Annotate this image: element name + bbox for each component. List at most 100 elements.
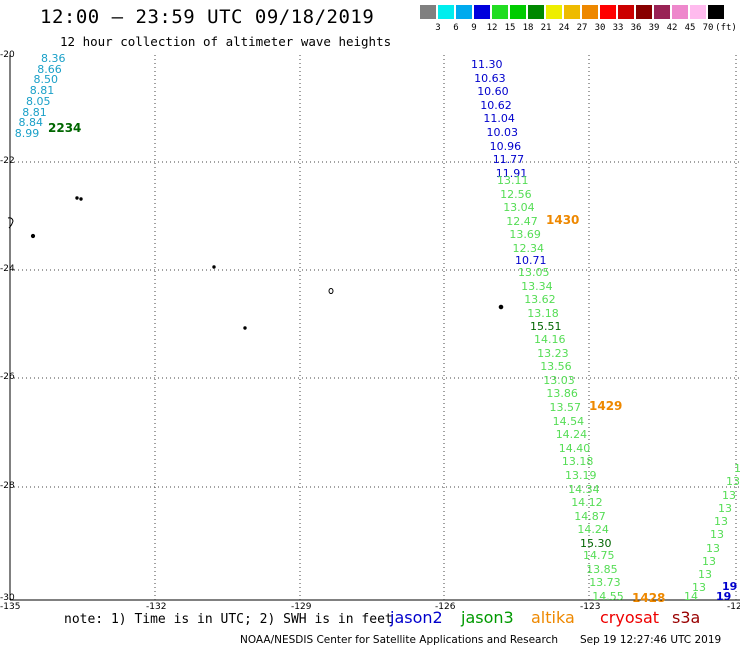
wave-height-value: 14.16 — [534, 333, 566, 346]
legend-swatch — [546, 5, 562, 19]
legend-label: 30 — [594, 23, 606, 33]
legend-label: 24 — [558, 23, 570, 33]
latitude-label: -30 — [0, 593, 15, 603]
wave-height-value: 13.19 — [565, 469, 597, 482]
satellite-s3a: s3a — [672, 608, 701, 627]
wave-height-value: 15.30 — [580, 537, 612, 550]
wave-height-value: 10.63 — [474, 71, 506, 85]
legend-swatch — [420, 5, 436, 19]
edge-track-blue: 19 — [716, 590, 732, 603]
legend-swatch — [672, 5, 688, 19]
legend-label: 21 — [540, 23, 552, 33]
wave-height-value: 11.91 — [495, 166, 528, 180]
wave-height-value: 14.75 — [583, 549, 615, 562]
wave-height-value: 11.77 — [492, 153, 525, 167]
wave-height-value: 15.51 — [530, 320, 562, 333]
island — [498, 304, 504, 310]
legend-swatch — [456, 5, 472, 19]
legend-unit: (ft) — [715, 23, 737, 33]
island — [328, 288, 334, 294]
legend-label: 3 — [435, 23, 441, 33]
svg-text:13: 13 — [692, 581, 706, 594]
wave-height-value: 12.47 — [506, 214, 538, 228]
time-label-2234: 2234 — [48, 121, 82, 135]
legend-swatch — [564, 5, 580, 19]
wave-height-value: 10.62 — [480, 98, 512, 112]
wave-height-value: 11.04 — [483, 112, 515, 126]
island — [243, 326, 247, 330]
wave-height-value: 10.71 — [515, 254, 547, 267]
longitude-label: -135 — [0, 602, 21, 612]
wave-height-value: 13.04 — [503, 201, 535, 215]
legend-label: 12 — [486, 23, 498, 33]
wave-height-value: 13.56 — [540, 360, 572, 374]
wave-height-value: 8.81 — [29, 84, 55, 98]
longitude-label: -12 — [727, 602, 740, 612]
wave-height-value: 13.34 — [521, 279, 553, 293]
wave-height-value: 8.05 — [26, 94, 51, 108]
wave-height-value: 13.11 — [497, 174, 529, 187]
legend-label: 9 — [471, 23, 477, 33]
svg-text:13: 13 — [722, 489, 736, 502]
svg-text:13: 13 — [702, 555, 716, 568]
map-title: 12:00 – 23:59 UTC 09/18/2019 — [40, 6, 375, 28]
legend-swatch — [474, 5, 490, 19]
wave-height-value: 14.24 — [577, 523, 609, 537]
timestamp: Sep 19 12:27:46 UTC 2019 — [580, 634, 722, 646]
edge-track-green: 1 13 13 13 13 13 13 13 13 13 14 — [684, 462, 740, 603]
legend-label: 36 — [630, 23, 642, 33]
legend-label: 33 — [612, 23, 624, 33]
wave-height-value: 8.36 — [41, 52, 66, 65]
satellite-cryosat: cryosat — [600, 608, 660, 627]
wave-height-value: 13.69 — [509, 228, 541, 242]
legend-swatch — [654, 5, 670, 19]
legend-swatch — [600, 5, 616, 19]
time-label-1428: 1428 — [632, 591, 666, 605]
legend-label: 42 — [666, 23, 678, 33]
legend-label: 45 — [684, 23, 696, 33]
latitude-label: -28 — [0, 481, 15, 491]
legend-label: 18 — [522, 23, 534, 33]
svg-text:14: 14 — [684, 590, 698, 603]
latitude-label: -24 — [0, 264, 15, 274]
svg-text:13: 13 — [726, 475, 740, 488]
legend-swatch — [510, 5, 526, 19]
satellite-altika: altika — [531, 608, 575, 627]
wave-height-value: 13.05 — [518, 266, 550, 279]
footnote: note: 1) Time is in UTC; 2) SWH is in fe… — [64, 612, 393, 627]
latitude-label: -22 — [0, 156, 15, 166]
legend-swatch — [690, 5, 706, 19]
legend-label: 39 — [648, 23, 660, 33]
legend-label: 70 — [702, 23, 714, 33]
svg-text:13: 13 — [718, 502, 732, 515]
wave-height-value: 10.60 — [477, 85, 509, 99]
satellite-jason3: jason3 — [461, 608, 514, 627]
time-label-1430: 1430 — [546, 213, 580, 227]
svg-text:13: 13 — [714, 515, 728, 528]
longitude-label: -129 — [291, 602, 312, 612]
wave-height-value: 13.18 — [561, 455, 594, 469]
longitude-label: -126 — [435, 602, 456, 612]
wave-height-value: 13.57 — [549, 401, 582, 414]
legend-swatch — [636, 5, 652, 19]
legend-swatch — [708, 5, 724, 19]
credit-text: NOAA/NESDIS Center for Satellite Applica… — [240, 634, 558, 646]
wave-height-value: 8.84 — [18, 116, 44, 130]
edge-track-blue: 19 — [722, 580, 738, 593]
wave-height-value: 14.87 — [574, 509, 606, 523]
wave-height-value: 13.62 — [524, 293, 556, 307]
island — [30, 233, 36, 239]
wave-height-value: 13.03 — [543, 373, 575, 387]
legend-label: 15 — [504, 23, 516, 33]
wave-height-value: 11.30 — [471, 58, 503, 71]
wave-height-value: 14.24 — [555, 428, 588, 442]
wave-height-value: 10.03 — [486, 126, 519, 139]
wave-height-value: 14.40 — [558, 441, 591, 455]
legend-swatch — [582, 5, 598, 19]
wave-height-value: 14.12 — [571, 496, 603, 510]
legend-label: 27 — [576, 23, 588, 33]
legend-swatch — [528, 5, 544, 19]
legend-swatch — [618, 5, 634, 19]
wave-height-value: 13.85 — [586, 562, 618, 576]
